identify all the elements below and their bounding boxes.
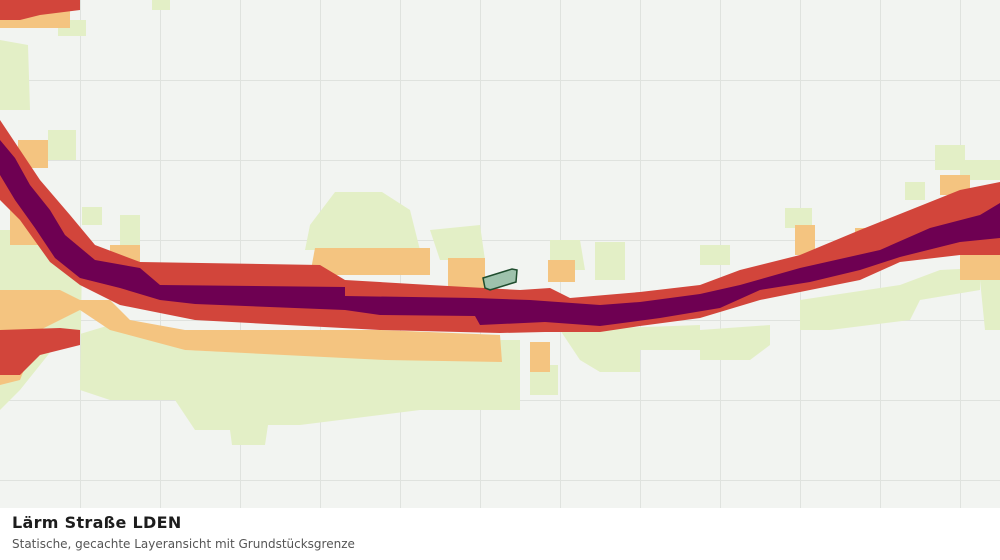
noise-zone-low xyxy=(0,0,1000,445)
noise-map xyxy=(0,0,1000,508)
parcel-boundary[interactable] xyxy=(482,268,518,291)
noise-zone-high xyxy=(0,0,1000,375)
caption-subtitle: Statische, gecachte Layeransicht mit Gru… xyxy=(12,537,355,551)
caption-title: Lärm Straße LDEN xyxy=(12,513,182,532)
